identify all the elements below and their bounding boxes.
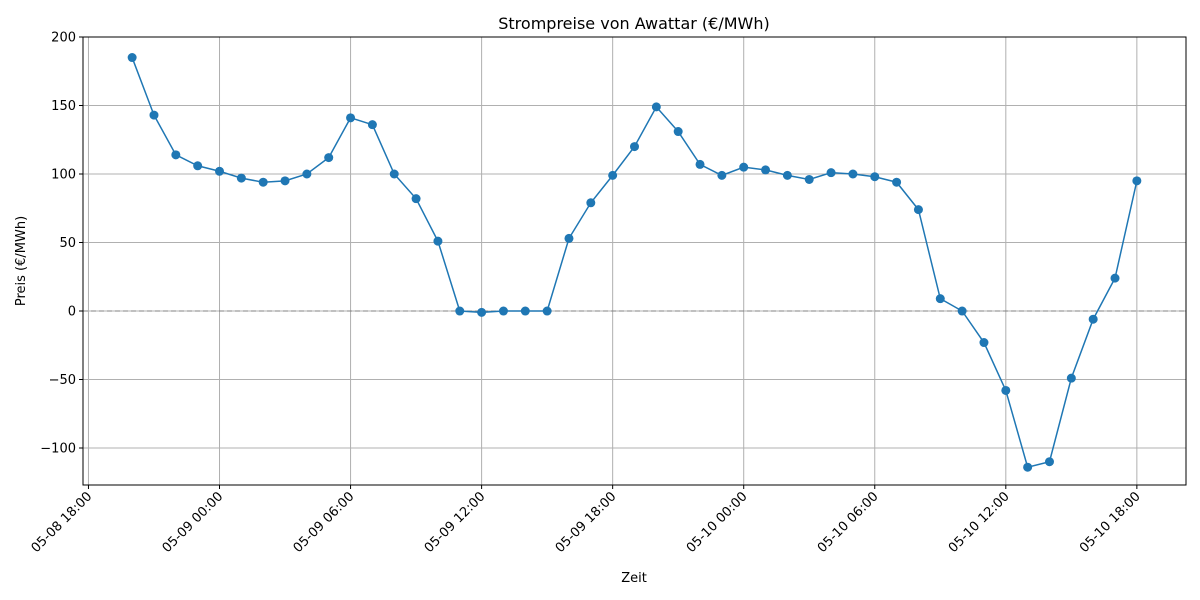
y-axis-label: Preis (€/MWh) [14,216,29,306]
price-series [127,53,1142,472]
data-point [455,306,465,316]
data-point [979,338,989,348]
data-point [1001,385,1011,395]
data-point [870,172,880,182]
data-point [804,174,814,184]
data-point [848,169,858,179]
data-point [411,194,421,204]
data-point [433,236,443,246]
data-point [498,306,508,316]
y-tick-label: 0 [68,305,76,320]
data-point [542,306,552,316]
data-point [1044,457,1054,467]
data-point [608,170,618,180]
data-point [782,170,792,180]
data-point [630,142,639,152]
y-tick-label: 100 [51,168,76,183]
data-point [215,166,225,176]
data-point [149,110,159,120]
data-point [302,169,312,179]
data-point [236,173,246,183]
data-point [935,294,945,304]
data-point [1023,462,1033,472]
data-point [1132,176,1142,186]
plot-frame [82,36,1187,486]
data-point [1110,273,1120,283]
data-point [673,127,683,137]
data-point [717,170,727,180]
data-point [957,306,967,316]
data-point [477,307,487,317]
data-point [324,153,334,163]
y-axis-ticks: 200 150 100 50 0 −50 −100 [40,31,83,457]
data-point [1088,314,1098,324]
y-tick-label: −50 [49,373,76,388]
data-point [171,150,181,160]
data-point [892,177,902,187]
y-tick-label: −100 [40,442,76,457]
data-point [520,306,530,316]
y-tick-label: 200 [51,31,76,46]
chart-title: Strompreise von Awattar (€/MWh) [498,14,769,33]
data-point [389,169,399,179]
data-point [280,176,290,186]
x-axis-label: Zeit [621,571,647,586]
data-point [127,53,137,63]
data-point [346,113,356,123]
data-point [739,162,749,172]
data-point [367,120,377,130]
data-point [695,159,705,169]
data-point [651,102,661,112]
data-point [193,161,203,171]
data-point [913,205,923,215]
data-point [761,165,771,175]
data-point [564,233,574,243]
data-point [826,168,836,178]
y-tick-label: 50 [59,236,76,251]
data-point [258,177,268,187]
data-point [586,198,596,208]
data-point [1066,373,1076,383]
grid-lines [83,36,1186,485]
y-tick-label: 150 [51,99,76,114]
